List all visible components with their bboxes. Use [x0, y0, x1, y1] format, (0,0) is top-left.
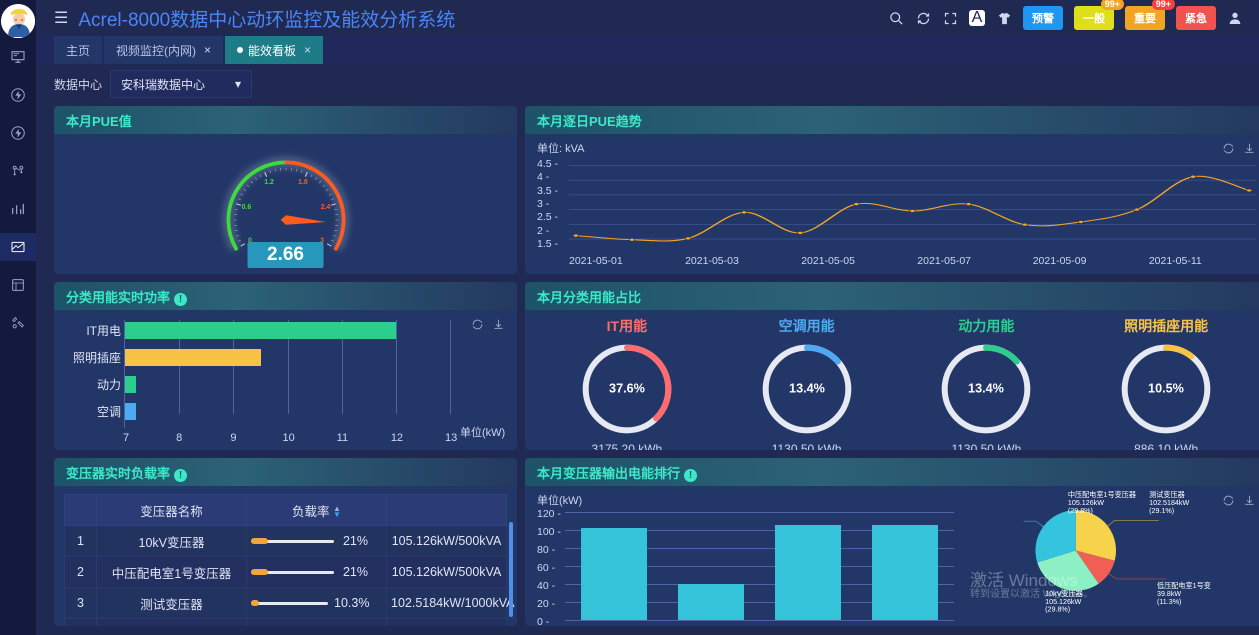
svg-text:(29.8%): (29.8%) — [1045, 606, 1070, 614]
svg-text:(29.8%): (29.8%) — [1068, 507, 1093, 515]
svg-text:10.5%: 10.5% — [1148, 381, 1184, 395]
svg-text:中压配电室1号变压器: 中压配电室1号变压器 — [1068, 490, 1136, 499]
svg-text:102.5184kW: 102.5184kW — [1149, 499, 1189, 507]
svg-text:1.2: 1.2 — [264, 179, 274, 186]
svg-text:测试变压器: 测试变压器 — [1149, 490, 1185, 499]
svg-text:13.4%: 13.4% — [968, 381, 1004, 395]
svg-text:13.4%: 13.4% — [789, 381, 825, 395]
svg-text:(11.3%): (11.3%) — [1157, 598, 1181, 606]
svg-text:37.6%: 37.6% — [609, 381, 645, 395]
svg-text:1.8: 1.8 — [298, 179, 308, 186]
svg-text:(29.1%): (29.1%) — [1149, 507, 1174, 515]
svg-text:2.4: 2.4 — [320, 204, 330, 211]
svg-text:0.6: 0.6 — [241, 204, 251, 211]
svg-text:低压配电室1号变: 低压配电室1号变 — [1157, 581, 1211, 590]
svg-text:105.126kW: 105.126kW — [1068, 499, 1104, 507]
svg-text:39.8kW: 39.8kW — [1157, 590, 1181, 598]
